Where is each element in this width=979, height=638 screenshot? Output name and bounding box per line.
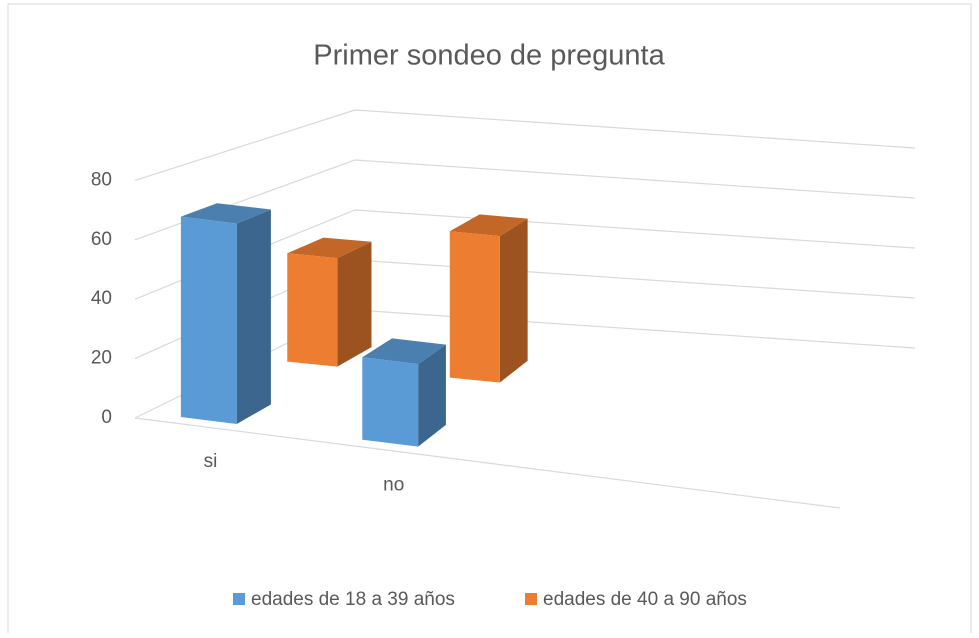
bar <box>449 214 528 383</box>
bar-front <box>362 357 419 447</box>
legend-swatch <box>233 593 245 605</box>
y-tick-label: 0 <box>101 407 112 428</box>
chart-title: Primer sondeo de pregunta <box>313 40 665 72</box>
bar-front <box>287 253 338 367</box>
bar-side <box>499 218 528 383</box>
bar-front <box>449 231 500 383</box>
grid-line <box>134 109 916 181</box>
x-tick-label: si <box>204 451 218 472</box>
floor-edge <box>134 417 841 509</box>
x-tick-label: no <box>383 475 404 496</box>
legend-label: edades de 40 a 90 años <box>543 589 747 610</box>
legend-swatch <box>525 593 537 605</box>
bar <box>287 237 372 367</box>
bar <box>362 338 446 447</box>
y-tick-label: 80 <box>91 169 112 190</box>
bar-side <box>337 241 372 367</box>
bar-top <box>287 237 372 259</box>
y-tick-label: 40 <box>91 288 112 309</box>
bar-side <box>418 344 446 447</box>
y-tick-label: 20 <box>91 348 112 369</box>
bar <box>180 203 271 424</box>
bar-top <box>449 214 528 237</box>
y-tick-label: 60 <box>91 229 112 250</box>
bar-top <box>362 338 446 365</box>
legend-label: edades de 18 a 39 años <box>251 589 455 610</box>
bar-top <box>180 203 271 224</box>
bar-front <box>180 216 237 424</box>
bar-side <box>236 209 271 424</box>
